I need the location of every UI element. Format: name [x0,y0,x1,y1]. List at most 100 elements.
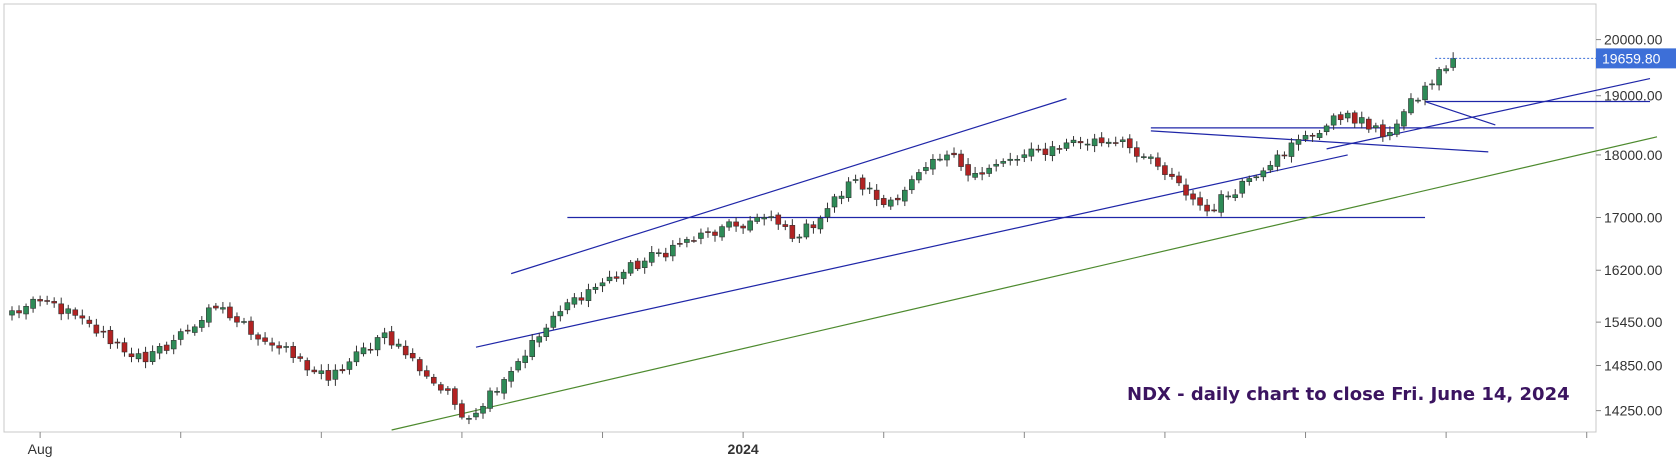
candle [789,219,796,243]
candle-body [255,334,261,340]
candle-body [58,303,65,315]
candle-body [1000,161,1007,164]
candle-body [543,327,550,338]
candle-body [290,346,297,358]
candle [395,338,402,349]
candle [1281,151,1288,160]
candle-body [1091,138,1098,147]
candle-body [473,412,479,418]
candle [1141,153,1147,160]
candle-body [1084,143,1091,146]
candle-body [494,391,500,393]
candle [402,340,409,359]
y-tick-label: 14850.00 [1604,357,1663,373]
chart-annotation: NDX - daily chart to close Fri. June 14,… [1127,384,1570,405]
candle-body [142,351,149,363]
candle-body [1225,195,1231,198]
candle-body [1295,139,1302,145]
candle [1056,145,1063,154]
candle-body [459,403,465,418]
candle [1190,189,1196,206]
candle [838,191,845,205]
candle [346,358,353,375]
candle-body [634,260,641,270]
candle [585,283,592,308]
candle-body [184,329,191,332]
candle [852,174,859,184]
x-tick-label: 2024 [728,441,759,457]
candle-body [1450,58,1456,68]
candle-body [880,198,887,205]
candle [1351,110,1358,128]
candle-body [796,236,803,239]
candle-body [859,177,866,190]
candle-body [1267,165,1274,171]
candle [592,283,599,294]
candle-body [747,220,753,231]
candle [1316,129,1323,141]
candle [37,295,43,307]
candle-body [283,346,289,348]
candle-body [1056,148,1063,150]
candle-body [1260,170,1267,178]
candle [409,348,416,362]
candle-body [1443,68,1449,72]
candle-body [1063,142,1070,149]
candle [381,327,388,345]
candle-body [1246,178,1253,182]
candle [606,270,613,284]
candle-body [438,384,444,391]
candle [325,363,332,387]
candle [1408,93,1414,116]
trendline [1326,78,1651,150]
candle-body [1119,139,1126,142]
candle-body [1309,134,1316,137]
candle [1162,162,1168,181]
candle-body [346,361,353,370]
candle [501,377,507,400]
candle-body [768,216,775,218]
candle-body [445,388,451,391]
candle-body [726,221,732,228]
candle-body [719,226,725,238]
candle [72,307,79,320]
candle-body [1373,125,1379,128]
candle-body [923,167,929,171]
candle-body [1204,204,1210,212]
candle-body [501,379,507,394]
candle-body [733,221,739,227]
candle [128,347,135,363]
candle [648,246,655,267]
candle-body [930,158,936,170]
last-price-marker: 19659.80 [1435,48,1676,69]
candle [1225,191,1231,200]
candle [30,296,36,313]
candle-body [170,340,177,350]
candle-body [423,370,430,377]
candle-body [986,167,992,174]
candle [768,210,775,222]
candle [909,175,915,194]
candle [845,177,852,202]
candle [691,236,697,243]
candle-body [866,187,873,190]
candle [304,357,311,376]
candle [747,216,753,233]
candle [220,301,226,314]
candle-body [972,173,978,178]
candle [1204,199,1210,217]
candle [1035,144,1042,153]
candle [972,166,978,181]
candle [121,337,128,357]
candle [1323,123,1330,136]
candle-body [304,360,311,371]
candle [170,334,177,355]
candle [374,335,381,357]
candle [234,312,240,328]
candle [634,258,641,272]
candle-body [606,276,613,282]
candle [923,162,929,175]
candle [944,150,950,167]
candle [1014,155,1021,166]
candle-body [1169,173,1175,177]
